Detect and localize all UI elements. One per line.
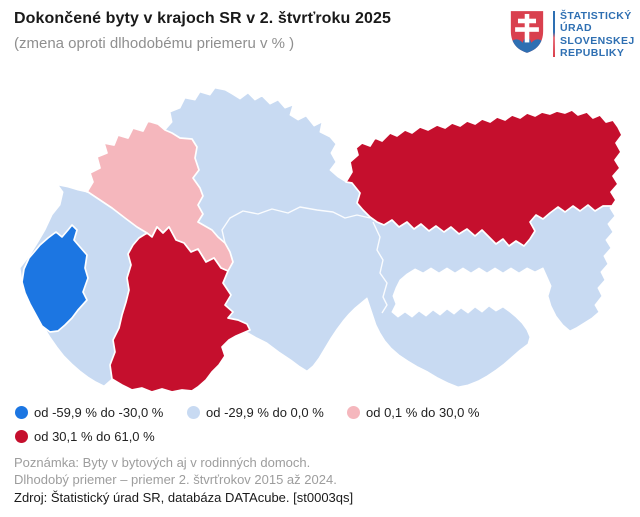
logo-divider	[553, 11, 555, 57]
logo-org-line: ŠTATISTICKÝ	[560, 10, 632, 22]
logo-org-line: REPUBLIKY	[560, 47, 625, 60]
page-subtitle: (zmena oproti dlhodobému priemeru v % )	[14, 35, 295, 52]
map-region-presovsky[interactable]	[345, 109, 623, 247]
logo-org-name: ŠTATISTICKÝ ÚRAD SLOVENSKEJ REPUBLIKY	[560, 10, 635, 60]
legend-label: od -29,9 % do 0,0 %	[206, 405, 324, 420]
page-title: Dokončené byty v krajoch SR v 2. štvrťro…	[14, 10, 391, 27]
map-border-banskabystrica-kosice	[372, 221, 388, 314]
note-line-2: Dlhodobý priemer – priemer 2. štvrťrokov…	[14, 472, 337, 487]
map-region-bratislavsky[interactable]	[21, 224, 89, 333]
slovak-coat-of-arms-icon	[510, 11, 544, 53]
legend-dot-pink	[347, 406, 360, 419]
legend-dot-blue	[15, 406, 28, 419]
legend-label: od 30,1 % do 61,0 %	[34, 429, 155, 444]
slovakia-choropleth-map	[19, 87, 623, 393]
logo-org-line: SLOVENSKEJ	[560, 34, 635, 47]
legend-label: od 0,1 % do 30,0 %	[366, 405, 480, 420]
source-text: Zdroj: Štatistický úrad SR, databáza DAT…	[14, 490, 354, 505]
logo-org-line: ÚRAD	[560, 22, 592, 35]
legend-label: od -59,9 % do -30,0 %	[34, 405, 164, 420]
statistical-office-logo: ŠTATISTICKÝ ÚRAD SLOVENSKEJ REPUBLIKY	[508, 8, 634, 64]
legend-dot-lightblue	[187, 406, 200, 419]
map-region-nitriansky[interactable]	[109, 226, 251, 393]
note-line-1: Poznámka: Byty v bytových aj v rodinných…	[14, 455, 311, 470]
legend-dot-darkred	[15, 430, 28, 443]
map-border-zilina-banskabystrica	[221, 206, 371, 244]
